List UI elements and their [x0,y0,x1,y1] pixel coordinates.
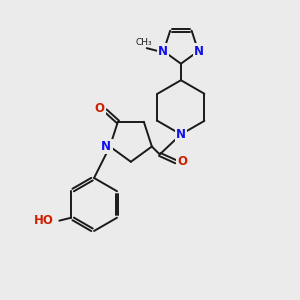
Text: O: O [177,155,188,168]
Text: N: N [158,45,168,58]
Text: N: N [101,140,111,153]
Text: O: O [94,102,105,115]
Text: HO: HO [34,214,53,227]
Text: N: N [194,45,204,58]
Text: N: N [176,128,186,141]
Text: CH₃: CH₃ [136,38,152,47]
